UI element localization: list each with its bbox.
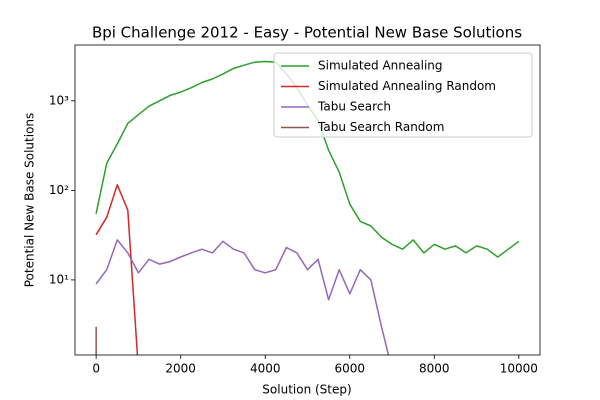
legend-label: Tabu Search Random <box>317 120 444 134</box>
y-tick-label: 10³ <box>49 93 69 107</box>
x-tick-label: 2000 <box>165 362 196 376</box>
axes-frame <box>74 44 541 356</box>
series-line <box>95 184 139 355</box>
x-axis-label: Solution (Step) <box>262 383 351 397</box>
legend-label: Simulated Annealing <box>318 59 443 73</box>
chart-title: Bpi Challenge 2012 - Easy - Potential Ne… <box>92 24 522 42</box>
x-tick-label: 10000 <box>500 362 538 376</box>
x-tick-label: 8000 <box>419 362 450 376</box>
x-tick-label: 4000 <box>250 362 281 376</box>
y-axis-label: Potential New Base Solutions <box>23 113 37 288</box>
legend-box <box>273 52 533 138</box>
y-tick-label: 10² <box>49 183 69 197</box>
y-tick-label: 10¹ <box>49 272 69 286</box>
legend-label: Tabu Search <box>317 100 391 114</box>
legend-label: Simulated Annealing Random <box>318 79 496 93</box>
x-tick-label: 6000 <box>334 362 365 376</box>
legend: Simulated Annealing Simulated Annealing R… <box>273 52 533 138</box>
x-tick-label: 0 <box>92 362 100 376</box>
series-line <box>95 239 390 355</box>
